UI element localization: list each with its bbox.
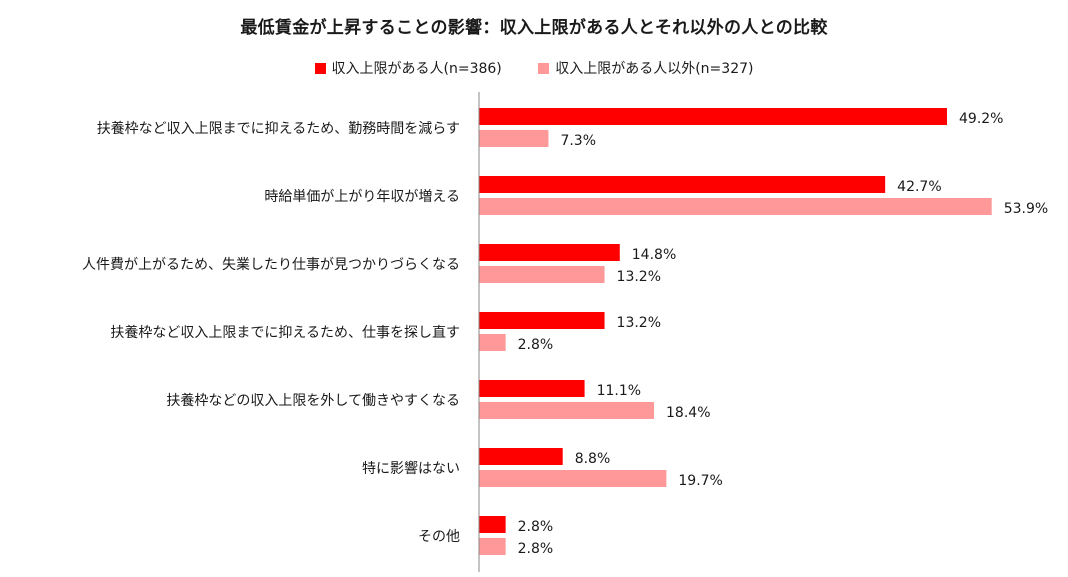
category-label: 扶養枠など収入上限までに抑えるため、仕事を探し直す xyxy=(110,324,460,341)
data-label-series-1: 13.2% xyxy=(617,315,661,331)
bar-series-2 xyxy=(479,334,506,351)
legend-swatch-series-1 xyxy=(314,62,326,74)
data-label-series-1: 49.2% xyxy=(959,111,1003,127)
data-label-series-1: 8.8% xyxy=(575,451,611,467)
category-label: 扶養枠などの収入上限を外して働きやすくなる xyxy=(166,392,460,409)
bar-series-2 xyxy=(479,470,667,487)
data-label-series-2: 2.8% xyxy=(518,541,554,557)
category-label: 人件費が上がるため、失業したり仕事が見つかりづらくなる xyxy=(82,257,460,273)
bar-series-1 xyxy=(479,516,506,533)
bar-series-2 xyxy=(479,402,655,419)
bar-series-2 xyxy=(479,198,992,215)
legend-item-series-2: 収入上限がある人以外(n=327) xyxy=(538,58,753,78)
data-label-series-1: 14.8% xyxy=(632,247,676,263)
legend-item-series-1: 収入上限がある人(n=386) xyxy=(314,58,502,78)
data-label-series-2: 53.9% xyxy=(1004,201,1048,217)
bar-series-1 xyxy=(479,312,605,329)
bar-series-1 xyxy=(479,108,947,125)
bar-series-2 xyxy=(479,266,605,283)
data-label-series-1: 42.7% xyxy=(897,179,941,195)
chart-title: 最低賃金が上昇することの影響：収入上限がある人とそれ以外の人との比較 xyxy=(240,18,828,38)
bar-series-1 xyxy=(479,380,585,397)
bar-series-1 xyxy=(479,244,620,261)
legend: 収入上限がある人(n=386) 収入上限がある人以外(n=327) xyxy=(0,58,1068,78)
data-label-series-2: 19.7% xyxy=(678,473,722,489)
bar-series-1 xyxy=(479,176,886,193)
data-label-series-1: 11.1% xyxy=(597,383,641,399)
category-label: 特に影響はない xyxy=(362,460,460,477)
bar-series-1 xyxy=(479,448,563,465)
data-label-series-2: 2.8% xyxy=(518,337,554,353)
legend-label-series-2: 収入上限がある人以外(n=327) xyxy=(555,61,754,77)
category-label: 時給単価が上がり年収が増える xyxy=(264,189,460,205)
data-label-series-2: 7.3% xyxy=(560,133,596,149)
data-label-series-2: 18.4% xyxy=(666,405,710,421)
category-label: その他 xyxy=(418,529,460,545)
legend-swatch-series-2 xyxy=(538,62,550,74)
data-label-series-2: 13.2% xyxy=(617,269,661,285)
legend-label-series-1: 収入上限がある人(n=386) xyxy=(331,61,502,77)
data-label-series-1: 2.8% xyxy=(518,519,554,535)
bar-series-2 xyxy=(479,538,506,555)
bar-series-2 xyxy=(479,130,549,147)
category-label: 扶養枠など収入上限までに抑えるため、勤務時間を減らす xyxy=(97,120,460,137)
